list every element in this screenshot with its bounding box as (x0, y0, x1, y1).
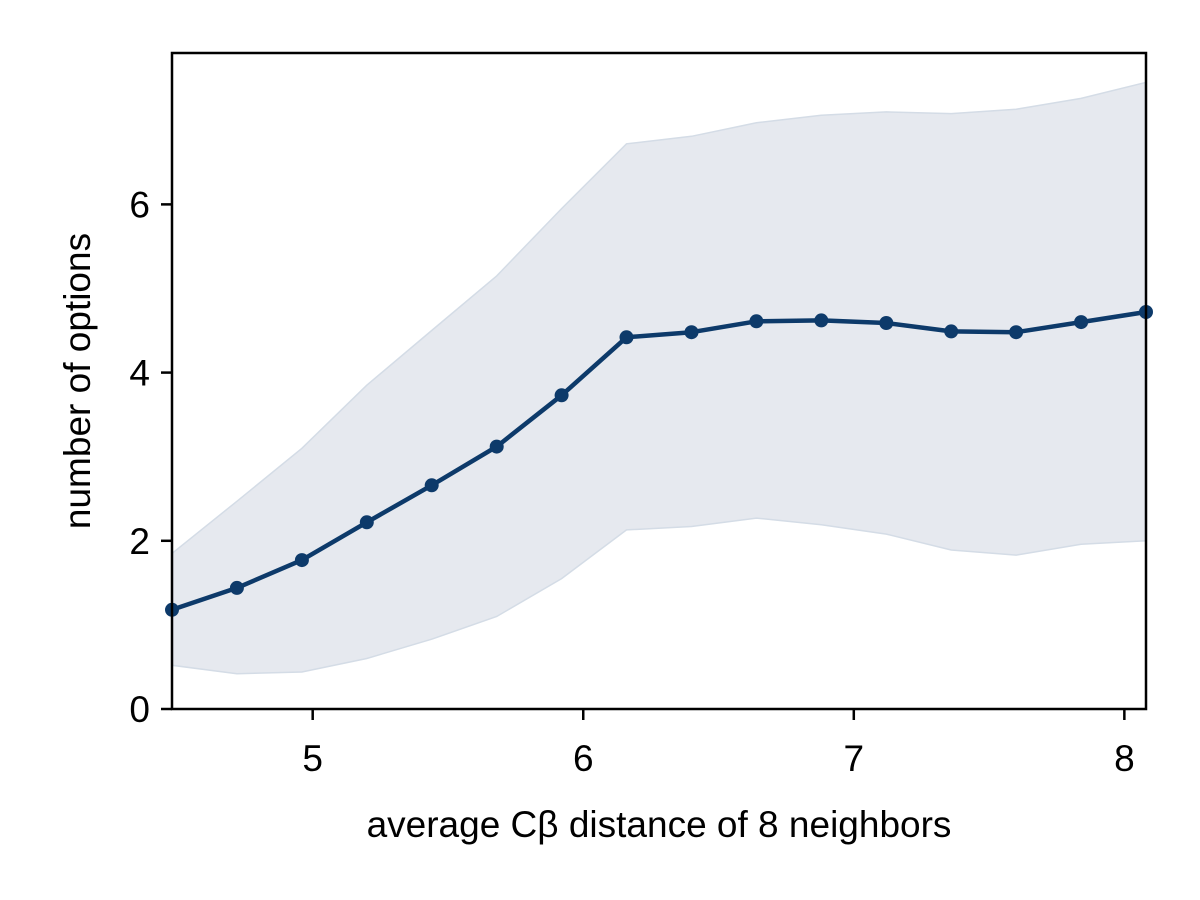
data-point (944, 324, 959, 339)
y-tick-label: 6 (129, 184, 150, 225)
data-point (1074, 315, 1089, 330)
confidence-band-group (171, 81, 1147, 675)
data-point (684, 325, 699, 340)
series-line (169, 309, 1149, 613)
y-tick-label: 2 (129, 521, 150, 562)
data-point (229, 580, 244, 595)
data-point (879, 316, 894, 330)
data-point (294, 553, 309, 568)
x-axis: 5 6 7 8 (302, 709, 1135, 779)
data-point (814, 313, 829, 328)
x-tick-label: 8 (1114, 738, 1135, 779)
confidence-band (171, 81, 1147, 675)
y-tick-label: 0 (129, 689, 150, 730)
data-point (424, 478, 439, 493)
x-tick-label: 5 (302, 738, 323, 779)
data-point (554, 388, 569, 403)
x-tick-label: 7 (844, 738, 865, 779)
y-axis: 0 2 4 6 (129, 184, 172, 730)
y-axis-title: number of options (57, 233, 98, 529)
plot-frame (170, 51, 1148, 711)
data-point (489, 439, 504, 454)
x-tick-label: 6 (573, 738, 594, 779)
series-points-group (165, 305, 1153, 617)
series-line-group (169, 309, 1149, 613)
data-point (749, 314, 764, 329)
data-point (359, 515, 374, 530)
data-point (1009, 325, 1024, 340)
y-tick-label: 4 (129, 353, 150, 394)
x-axis-title: average Cβ distance of 8 neighbors (367, 804, 952, 845)
data-point (619, 330, 634, 345)
